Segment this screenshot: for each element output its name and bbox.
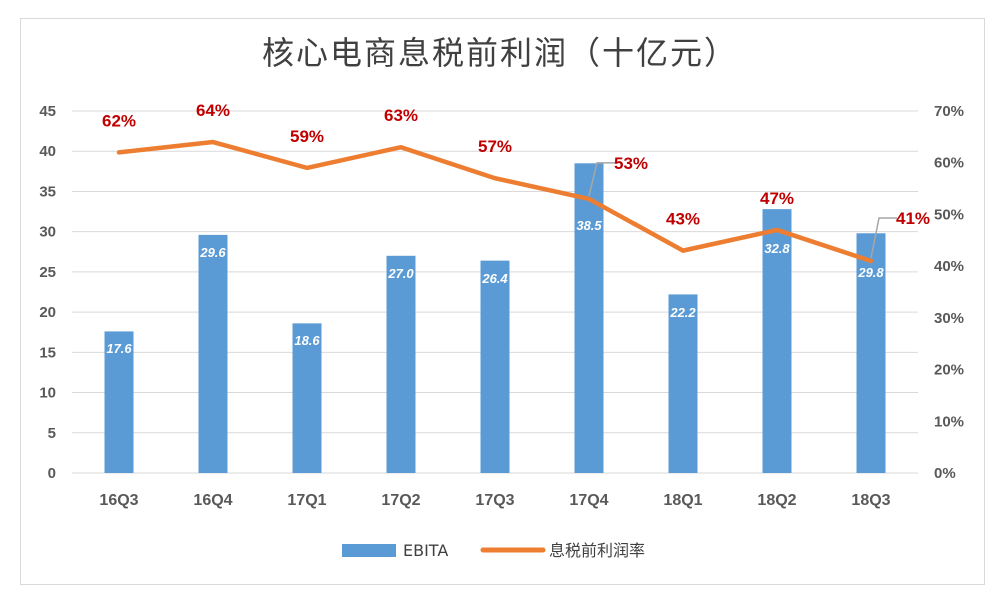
x-axis-ticks: 16Q3 16Q4 17Q1 17Q2 17Q3 17Q4 18Q1 18Q2 18Q3 [99,492,890,509]
bar-value-label: 26.4 [481,271,508,286]
x-tick-label: 18Q3 [851,492,890,509]
legend-label-margin: 息税前利润率 [549,541,645,560]
bar-18Q2 [762,209,792,474]
leader-line [588,162,615,197]
x-tick-label: 17Q1 [287,492,326,509]
legend-label-ebita: EBITA [403,541,448,560]
right-tick-label: 70% [934,103,964,120]
bar-18Q1 [668,294,698,473]
bar-value-label: 32.8 [764,241,790,256]
margin-label: 57% [478,137,512,156]
x-tick-label: 18Q1 [663,492,702,509]
left-tick-label: 25 [39,264,56,281]
margin-label: 59% [290,127,324,146]
bar-value-label: 18.6 [294,333,320,348]
bar-value-label: 27.0 [387,266,414,281]
right-tick-label: 60% [934,155,964,172]
bar-17Q1 [292,323,322,473]
right-tick-label: 0% [934,465,956,482]
right-tick-label: 40% [934,258,964,275]
margin-label: 43% [666,210,700,229]
margin-line [116,139,874,264]
x-tick-label: 16Q3 [99,492,138,509]
margin-label: 64% [196,101,230,120]
line-series: 62% 64% 59% 63% 57% 53% 43% 47% 41% [102,101,930,264]
bar-18Q3 [856,233,886,473]
margin-label: 62% [102,111,136,130]
legend: EBITA 息税前利润率 [342,541,645,560]
bar-17Q2 [386,255,416,473]
left-tick-label: 40 [39,143,56,160]
left-tick-label: 15 [39,344,56,361]
bar-16Q4 [198,234,228,473]
left-tick-label: 30 [39,224,56,241]
bar-17Q3 [480,260,510,473]
legend-bar-swatch [342,544,396,557]
right-tick-label: 50% [934,206,964,223]
margin-label: 63% [384,106,418,125]
x-tick-label: 18Q2 [757,492,796,509]
right-tick-label: 30% [934,310,964,327]
x-tick-label: 17Q3 [475,492,514,509]
left-axis-ticks: 0 5 10 15 20 25 30 35 40 45 [39,103,56,482]
left-tick-label: 10 [39,385,56,402]
left-tick-label: 0 [48,465,56,482]
x-tick-label: 17Q4 [569,492,608,509]
right-tick-label: 20% [934,362,964,379]
bar-16Q3 [104,331,134,473]
margin-label: 53% [614,154,648,173]
bar-series: 17.6 29.6 18.6 27.0 26.4 38.5 22.2 32.8 29.8 [104,163,886,474]
left-tick-label: 5 [48,425,56,442]
bar-value-label: 38.5 [576,218,602,233]
bar-17Q4 [574,163,604,474]
bar-value-label: 29.6 [199,245,226,260]
chart-title: 核心电商息税前利润（十亿元） [261,34,738,72]
left-tick-label: 45 [39,103,56,120]
left-tick-label: 20 [39,304,56,321]
leader-line [870,217,897,259]
margin-label: 41% [896,209,930,228]
bar-value-label: 22.2 [669,305,696,320]
margin-label: 47% [760,189,794,208]
bar-value-label: 17.6 [106,341,132,356]
right-tick-label: 10% [934,413,964,430]
bar-value-label: 29.8 [857,265,884,280]
x-tick-label: 16Q4 [193,492,232,509]
right-axis-ticks: 0% 10% 20% 30% 40% 50% 60% 70% [934,103,964,482]
left-tick-label: 35 [39,183,56,200]
x-tick-label: 17Q2 [381,492,420,509]
